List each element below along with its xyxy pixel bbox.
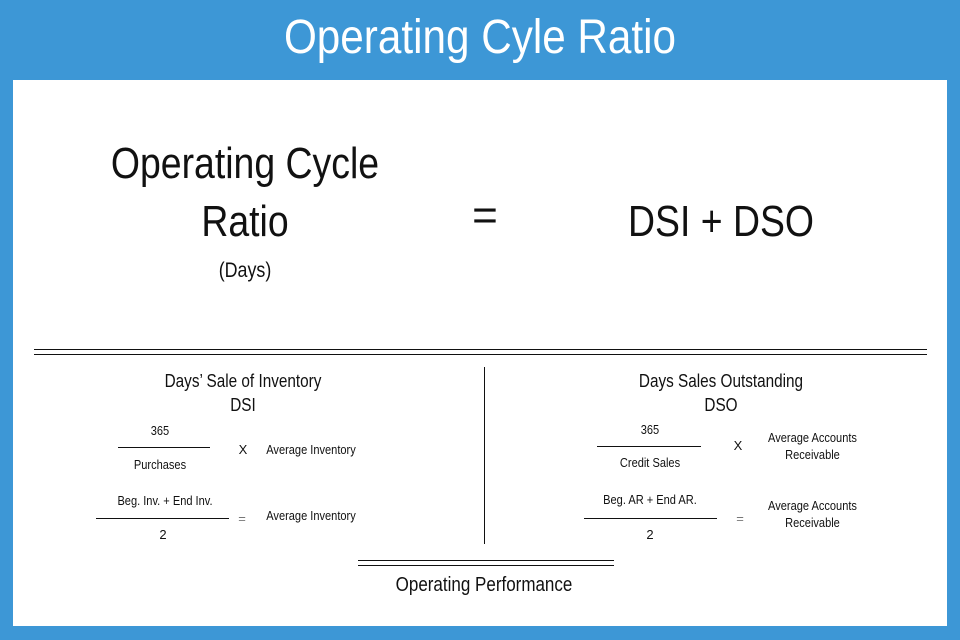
dsi-abbreviation: DSI [230, 395, 256, 415]
dso-f2-denominator: 2 [646, 527, 654, 542]
formula-lhs-line2: Ratio [201, 197, 289, 246]
dsi-f2-operator: = [238, 511, 246, 526]
content-panel: Operating Cycle Ratio (Days) = DSI + DSO… [13, 80, 947, 626]
dso-f2-result-line1: Average Accounts [768, 498, 857, 513]
formula-equals-sign: = [472, 191, 498, 240]
dsi-f2-fraction-bar [96, 518, 229, 519]
dso-f1-operator: X [733, 438, 743, 453]
footer-label: Operating Performance [395, 574, 573, 596]
dso-f2-operator: = [736, 511, 744, 526]
dsi-heading: Days’ Sale of Inventory [164, 371, 322, 391]
dso-abbreviation: DSO [704, 395, 738, 415]
bottom-divider-lower [358, 565, 614, 566]
dso-f2-numerator: Beg. AR + End AR. [603, 492, 697, 507]
dsi-f1-denominator: Purchases [133, 457, 187, 472]
dso-f1-multiplier-line2: Receivable [785, 447, 840, 462]
column-divider [484, 367, 485, 544]
bottom-divider-upper [358, 560, 614, 561]
dsi-f2-numerator: Beg. Inv. + End Inv. [117, 493, 213, 508]
dso-f1-multiplier-line1: Average Accounts [768, 430, 857, 445]
formula-lhs-line1: Operating Cycle [110, 139, 380, 188]
dso-f1-numerator: 365 [640, 422, 660, 437]
banner-title: Operating Cyle Ratio [283, 11, 677, 64]
dso-heading: Days Sales Outstanding [638, 371, 804, 391]
dsi-f1-fraction-bar [118, 447, 210, 448]
formula-rhs: DSI + DSO [627, 197, 815, 246]
dso-f2-fraction-bar [584, 518, 717, 519]
top-divider-lower [34, 354, 927, 355]
top-divider-upper [34, 349, 927, 350]
dso-f1-fraction-bar [597, 446, 701, 447]
dsi-f2-result: Average Inventory [266, 508, 356, 523]
dso-f1-denominator: Credit Sales [619, 455, 681, 470]
formula-lhs-unit: (Days) [218, 259, 272, 282]
dsi-f1-operator: X [238, 442, 248, 457]
dsi-f1-numerator: 365 [150, 423, 170, 438]
dso-f2-result-line2: Receivable [785, 515, 840, 530]
dsi-f1-multiplier: Average Inventory [266, 442, 356, 457]
dsi-f2-denominator: 2 [159, 527, 167, 542]
